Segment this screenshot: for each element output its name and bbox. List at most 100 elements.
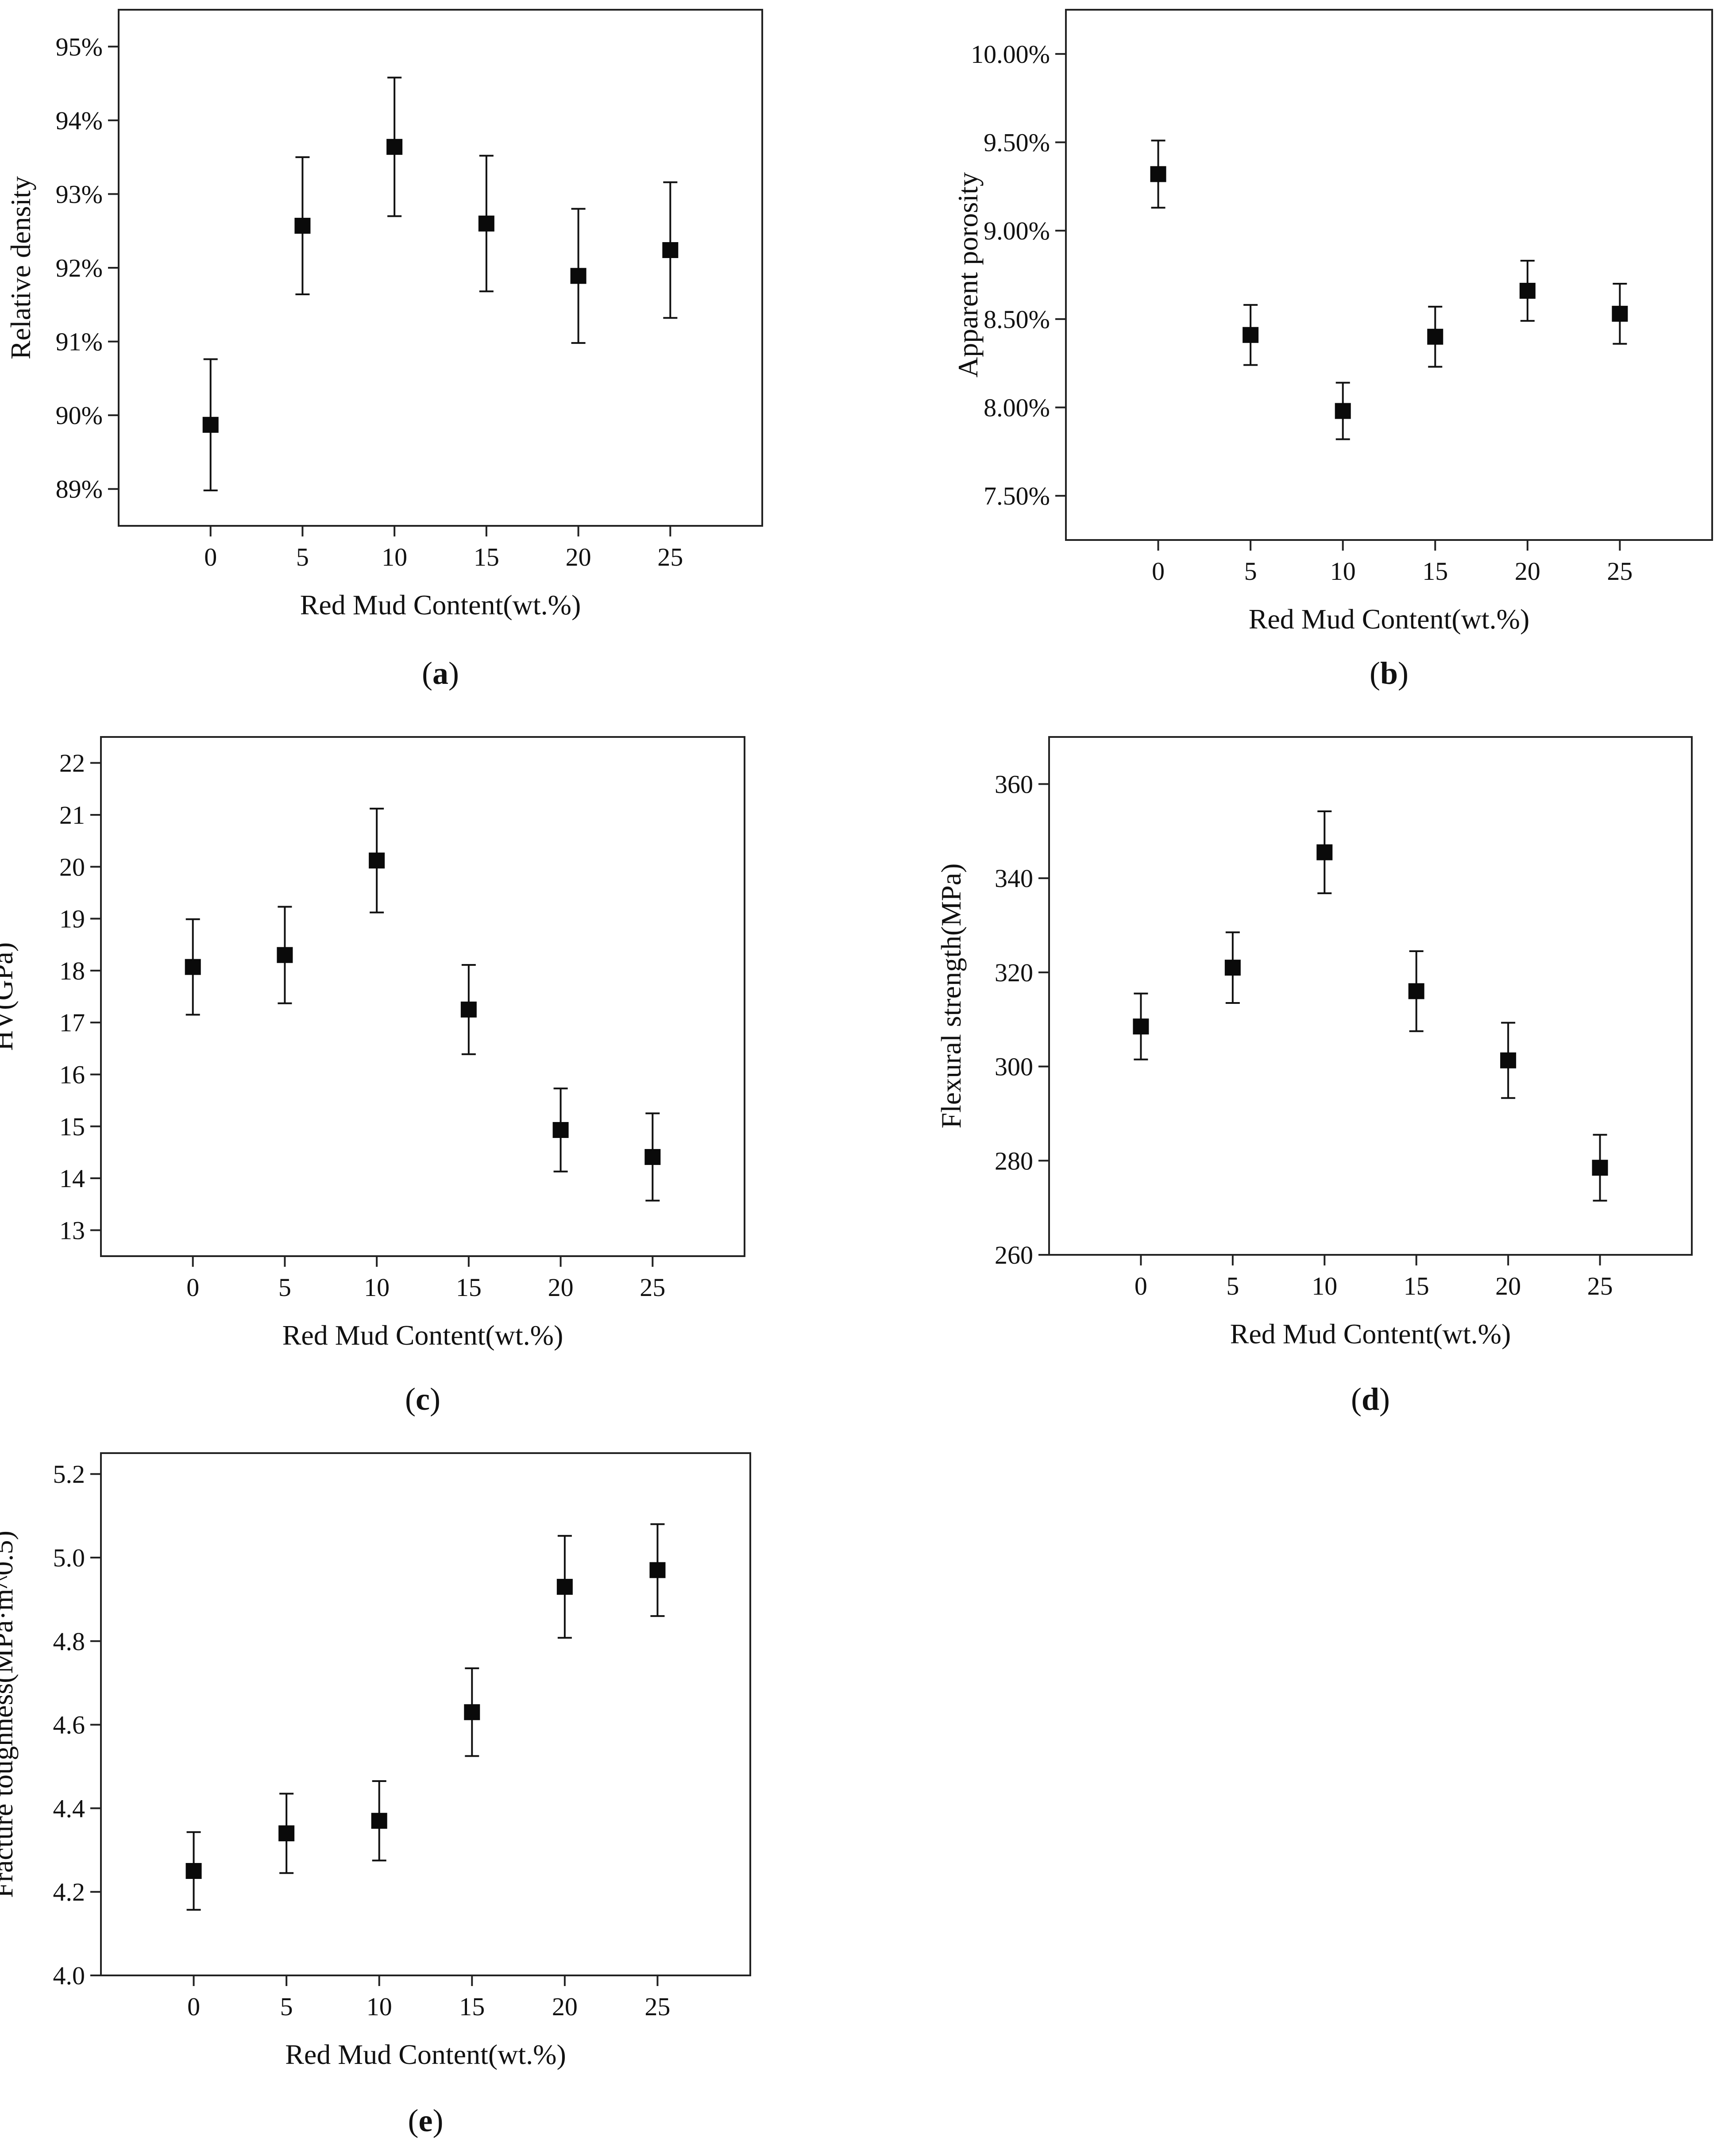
chart-panel-e: 4.0 4.2 4.4 4.6 4.8 5.0 5.2 0 5 10 15 20 25 Red Mud C… bbox=[0, 1452, 751, 2138]
y-tick-label: 340 bbox=[995, 864, 1033, 893]
panel-label-open-paren: ( bbox=[1351, 1381, 1362, 1417]
y-tick-label: 8.50% bbox=[984, 305, 1050, 334]
x-tick-label: 0 bbox=[1135, 1272, 1147, 1300]
y-tick-label: 95% bbox=[56, 32, 103, 61]
y-tick-label: 19 bbox=[59, 905, 85, 933]
data-point bbox=[1519, 282, 1536, 299]
y-tick-label: 4.2 bbox=[53, 1878, 85, 1906]
x-tick-label: 15 bbox=[456, 1273, 482, 1302]
panel-label-open-paren: ( bbox=[1370, 656, 1380, 691]
y-tick-label: 9.50% bbox=[984, 128, 1050, 157]
y-tick-label: 5.2 bbox=[53, 1460, 85, 1489]
panel-label-open-paren: ( bbox=[422, 656, 432, 691]
y-tick-label: 4.4 bbox=[53, 1794, 85, 1823]
y-tick-label: 91% bbox=[56, 328, 103, 356]
x-axis-label: Red Mud Content(wt.%) bbox=[282, 1319, 563, 1351]
y-axis-label: Relative density bbox=[5, 176, 36, 359]
chart-panel-d: 260 280 300 320 340 360 0 5 10 15 20 25 Red Mud Cont… bbox=[935, 736, 1693, 1417]
y-axis-label: Fracture toughness(MPa·m^0.5) bbox=[0, 1531, 19, 1898]
x-tick-label: 10 bbox=[1330, 557, 1356, 586]
x-axis-label: Red Mud Content(wt.%) bbox=[1230, 1318, 1511, 1350]
plot-frame bbox=[100, 736, 745, 1257]
y-tick-label: 360 bbox=[995, 770, 1033, 798]
x-tick-label: 10 bbox=[1312, 1272, 1337, 1300]
chart-panel-a: 89% 90% 91% 92% 93% 94% 95% 0 5 10 15 20 25 Red Mud C… bbox=[5, 9, 763, 691]
y-tick-label: 15 bbox=[59, 1112, 85, 1141]
x-tick-label: 0 bbox=[1152, 557, 1165, 586]
data-point bbox=[478, 216, 494, 232]
x-tick-label: 5 bbox=[1244, 557, 1257, 586]
x-tick-label: 0 bbox=[186, 1273, 199, 1302]
data-point bbox=[1316, 844, 1333, 860]
panel-label-open-paren: ( bbox=[405, 1381, 416, 1417]
panel-label-close-paren: ) bbox=[448, 656, 459, 691]
x-tick-label: 15 bbox=[474, 543, 499, 571]
x-tick-label: 15 bbox=[1404, 1272, 1429, 1300]
y-tick-label: 22 bbox=[59, 749, 85, 778]
y-tick-label: 10.00% bbox=[971, 40, 1050, 69]
y-tick-label: 16 bbox=[59, 1060, 85, 1089]
x-tick-label: 0 bbox=[187, 1992, 200, 2021]
y-tick-label: 17 bbox=[59, 1008, 85, 1037]
panel-label-close-paren: ) bbox=[1379, 1381, 1390, 1417]
data-point bbox=[386, 139, 403, 155]
x-tick-label: 10 bbox=[382, 543, 407, 571]
y-tick-label: 92% bbox=[56, 254, 103, 282]
y-tick-label: 94% bbox=[56, 106, 103, 135]
panel-label-letter: c bbox=[416, 1381, 430, 1417]
panel-label-open-paren: ( bbox=[408, 2103, 419, 2138]
x-tick-label: 20 bbox=[566, 543, 591, 571]
panel-label-close-paren: ) bbox=[1398, 656, 1409, 691]
y-tick-label: 4.0 bbox=[53, 1961, 85, 1990]
data-point bbox=[369, 852, 385, 869]
data-point bbox=[460, 1001, 477, 1018]
y-tick-label: 18 bbox=[59, 957, 85, 985]
x-tick-label: 5 bbox=[280, 1992, 293, 2021]
y-tick-label: 90% bbox=[56, 401, 103, 430]
panel-label-letter: d bbox=[1362, 1381, 1379, 1417]
data-point bbox=[662, 242, 679, 258]
data-point bbox=[1335, 403, 1351, 419]
x-axis-label: Red Mud Content(wt.%) bbox=[1249, 603, 1530, 635]
y-tick-label: 89% bbox=[56, 475, 103, 504]
y-tick-label: 13 bbox=[59, 1216, 85, 1245]
x-axis-label: Red Mud Content(wt.%) bbox=[300, 589, 581, 621]
x-tick-label: 25 bbox=[1587, 1272, 1613, 1300]
panel-label-letter: e bbox=[419, 2103, 433, 2138]
panel-label: (b) bbox=[1370, 656, 1409, 691]
x-tick-label: 0 bbox=[204, 543, 217, 571]
x-tick-label: 10 bbox=[367, 1992, 392, 2021]
x-tick-label: 20 bbox=[1515, 557, 1540, 586]
plot-frame bbox=[1065, 9, 1713, 541]
data-point bbox=[371, 1813, 387, 1829]
x-tick-label: 25 bbox=[644, 1992, 670, 2021]
data-point bbox=[1133, 1018, 1149, 1035]
x-tick-label: 25 bbox=[1607, 557, 1632, 586]
data-point bbox=[294, 218, 311, 234]
data-point bbox=[644, 1149, 661, 1165]
x-tick-label: 15 bbox=[1422, 557, 1448, 586]
y-tick-label: 9.00% bbox=[984, 216, 1050, 245]
y-tick-label: 7.50% bbox=[984, 482, 1050, 510]
y-tick-label: 93% bbox=[56, 180, 103, 208]
y-axis-label: Flexural strength(MPa) bbox=[935, 864, 967, 1129]
data-point bbox=[649, 1562, 666, 1578]
x-axis-label: Red Mud Content(wt.%) bbox=[285, 2039, 566, 2070]
panel-label: (e) bbox=[408, 2103, 444, 2138]
y-tick-label: 14 bbox=[59, 1164, 85, 1193]
y-tick-label: 21 bbox=[59, 801, 85, 829]
plot-frame bbox=[1048, 736, 1693, 1256]
data-point bbox=[1150, 166, 1166, 182]
x-tick-label: 20 bbox=[552, 1992, 578, 2021]
plot-frame bbox=[100, 1452, 751, 1976]
panel-label: (a) bbox=[422, 656, 459, 691]
data-point bbox=[202, 417, 219, 433]
x-tick-label: 15 bbox=[459, 1992, 485, 2021]
x-tick-label: 20 bbox=[548, 1273, 574, 1302]
y-tick-label: 4.8 bbox=[53, 1627, 85, 1656]
y-tick-label: 320 bbox=[995, 958, 1033, 987]
chart-panel-c: 13 14 15 16 17 18 19 20 21 22 0 5 10 15 20 25 Red Mud Co… bbox=[0, 736, 745, 1417]
x-tick-label: 5 bbox=[296, 543, 309, 571]
data-point bbox=[464, 1704, 480, 1720]
panel-label-close-paren: ) bbox=[432, 2103, 443, 2138]
